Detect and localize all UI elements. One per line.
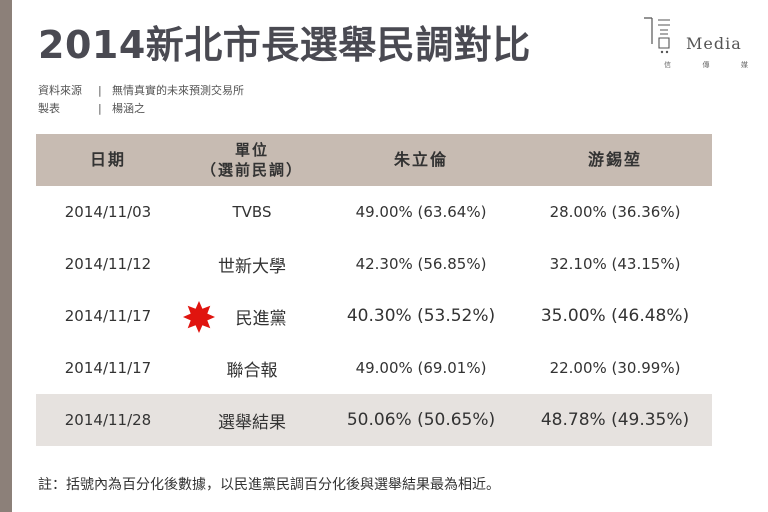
table-row: 2014/11/17 聯合報 49.00% (69.01%) 22.00% (3… [36, 342, 712, 394]
row-candidate-2: 35.00% (46.48%) [540, 306, 690, 326]
media-logo-icon [644, 17, 670, 54]
page-title: 2014新北市長選舉民調對比 [38, 23, 531, 67]
row-unit: 民進黨 [235, 308, 287, 329]
table-row-highlighted: 2014/11/17 民進黨 40.30% (53.52%) 35.00% (4… [36, 290, 712, 342]
row-candidate-1: 50.06% (50.65%) [346, 410, 496, 430]
table-row: 2014/11/03 TVBS 49.00% (63.64%) 28.00% (… [36, 186, 712, 238]
logo-wordmark: Media [686, 34, 742, 53]
source-label: 資料來源 [38, 84, 82, 97]
side-accent-bar [0, 0, 12, 512]
row-unit: 世新大學 [218, 256, 286, 277]
row-date: 2014/11/17 [64, 359, 152, 377]
brand-logo: Media 信 傳 媒 [638, 12, 750, 70]
red-star-icon [183, 300, 215, 333]
footnote: 註：括號內為百分化後數據，以民進黨民調百分化後與選舉結果最為相近。 [38, 477, 500, 493]
logo-subtitle-char: 媒 [741, 61, 748, 69]
source-line: 資料來源 | 無情真實的未來預測交易所 [38, 84, 244, 97]
header-candidate-1: 朱立倫 [393, 150, 448, 169]
logo-subtitle: 信 傳 媒 [664, 60, 748, 70]
header-unit-line2: （選前民調） [200, 161, 303, 179]
table-row: 2014/11/12 世新大學 42.30% (56.85%) 32.10% (… [36, 238, 712, 290]
row-candidate-1: 40.30% (53.52%) [346, 306, 496, 326]
table-row-election-result: 2014/11/28 選舉結果 50.06% (50.65%) 48.78% (… [36, 394, 712, 446]
poll-comparison-table: 日期 單位 （選前民調） 朱立倫 游錫堃 2014/11/03 TVBS 49.… [36, 134, 712, 446]
row-candidate-2: 28.00% (36.36%) [549, 203, 681, 221]
row-unit: 選舉結果 [218, 412, 286, 433]
row-unit-cell: 民進黨 [180, 300, 324, 333]
header-unit: 單位 （選前民調） [180, 140, 324, 180]
author-value: 楊涵之 [112, 102, 145, 115]
header-date: 日期 [89, 150, 126, 169]
author-line: 製表 | 楊涵之 [38, 102, 145, 115]
table-header: 日期 單位 （選前民調） 朱立倫 游錫堃 [36, 134, 712, 186]
row-unit: 聯合報 [226, 360, 278, 381]
row-date: 2014/11/12 [64, 255, 152, 273]
row-candidate-1: 49.00% (69.01%) [355, 359, 487, 377]
row-date: 2014/11/03 [64, 203, 152, 221]
header-candidate-2: 游錫堃 [587, 150, 642, 169]
logo-subtitle-char: 信 [664, 61, 671, 69]
row-candidate-1: 42.30% (56.85%) [355, 255, 487, 273]
row-candidate-2: 32.10% (43.15%) [549, 255, 681, 273]
row-candidate-2: 48.78% (49.35%) [540, 410, 690, 430]
row-unit: TVBS [232, 203, 272, 221]
row-date: 2014/11/28 [64, 411, 152, 429]
row-candidate-2: 22.00% (30.99%) [549, 359, 681, 377]
row-candidate-1: 49.00% (63.64%) [355, 203, 487, 221]
row-date: 2014/11/17 [64, 307, 152, 325]
header-unit-line1: 單位 [234, 141, 269, 159]
logo-subtitle-char: 傳 [702, 61, 710, 69]
source-value: 無情真實的未來預測交易所 [112, 84, 244, 97]
author-label: 製表 [38, 102, 60, 115]
